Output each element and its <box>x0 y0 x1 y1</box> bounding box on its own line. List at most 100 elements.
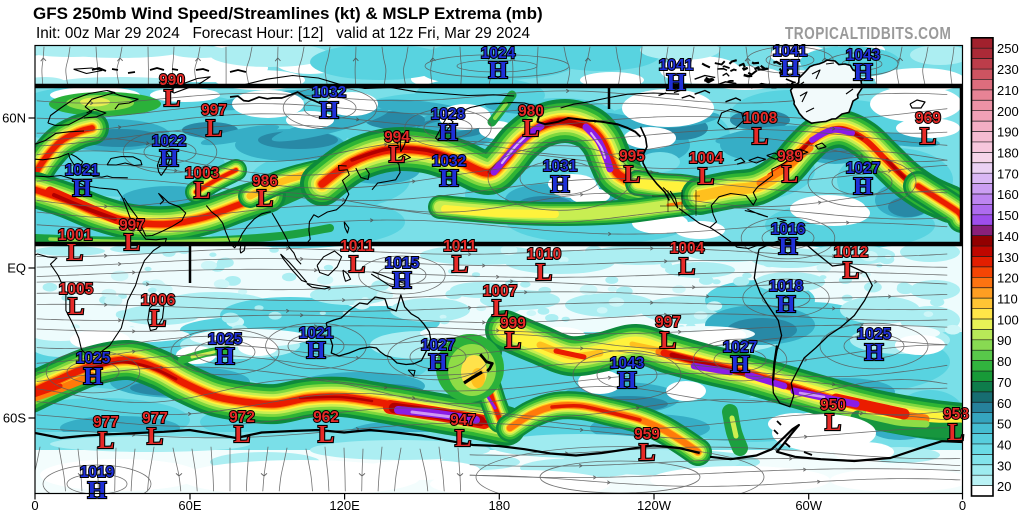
svg-text:H: H <box>780 55 799 82</box>
svg-text:60N: 60N <box>2 111 26 126</box>
svg-text:L: L <box>782 161 798 188</box>
svg-text:969: 969 <box>915 110 941 127</box>
svg-text:L: L <box>660 327 676 354</box>
svg-text:H: H <box>319 97 338 124</box>
svg-text:947: 947 <box>450 412 476 429</box>
svg-text:L: L <box>752 123 768 150</box>
svg-text:230: 230 <box>997 62 1019 77</box>
svg-text:950: 950 <box>820 397 846 414</box>
svg-text:1043: 1043 <box>610 355 645 372</box>
svg-text:L: L <box>825 409 841 436</box>
svg-text:H: H <box>853 173 872 200</box>
svg-text:H: H <box>776 291 795 318</box>
svg-text:995: 995 <box>619 148 645 165</box>
svg-text:70: 70 <box>997 375 1011 390</box>
svg-text:999: 999 <box>500 315 526 332</box>
svg-text:0: 0 <box>959 498 966 512</box>
svg-text:1011: 1011 <box>340 238 374 255</box>
svg-text:L: L <box>492 295 508 322</box>
svg-text:190: 190 <box>997 125 1019 140</box>
svg-text:60E: 60E <box>178 498 201 512</box>
svg-text:L: L <box>150 305 166 332</box>
svg-text:L: L <box>147 423 163 450</box>
svg-text:H: H <box>488 57 507 84</box>
svg-text:1027: 1027 <box>723 339 757 356</box>
svg-text:30: 30 <box>997 458 1011 473</box>
svg-text:H: H <box>215 343 234 370</box>
svg-text:L: L <box>164 85 180 112</box>
svg-text:L: L <box>389 141 405 168</box>
svg-text:EQ: EQ <box>7 261 26 276</box>
svg-text:977: 977 <box>93 414 119 431</box>
svg-text:L: L <box>67 239 83 266</box>
svg-text:1007: 1007 <box>483 283 517 300</box>
svg-text:1024: 1024 <box>481 45 516 62</box>
svg-text:L: L <box>194 177 210 204</box>
svg-text:120W: 120W <box>637 498 672 512</box>
svg-text:90: 90 <box>997 333 1011 348</box>
svg-text:1032: 1032 <box>312 84 346 101</box>
svg-text:H: H <box>428 349 447 376</box>
svg-text:H: H <box>392 267 411 294</box>
svg-text:962: 962 <box>313 409 339 426</box>
svg-text:997: 997 <box>119 217 145 234</box>
svg-text:L: L <box>124 229 140 256</box>
svg-text:L: L <box>843 257 859 284</box>
svg-text:1015: 1015 <box>385 255 420 272</box>
svg-text:180: 180 <box>997 146 1019 161</box>
svg-text:H: H <box>72 175 91 202</box>
svg-text:L: L <box>639 439 655 466</box>
svg-text:1027: 1027 <box>846 160 880 177</box>
svg-text:150: 150 <box>997 208 1019 223</box>
svg-text:H: H <box>853 59 872 86</box>
svg-text:1004: 1004 <box>689 150 724 167</box>
svg-text:1003: 1003 <box>185 165 220 182</box>
svg-text:H: H <box>550 171 569 198</box>
svg-text:60: 60 <box>997 396 1011 411</box>
svg-text:994: 994 <box>384 129 410 146</box>
svg-text:H: H <box>306 337 325 364</box>
svg-text:1010: 1010 <box>527 246 561 263</box>
svg-text:H: H <box>83 363 102 390</box>
svg-text:1006: 1006 <box>141 292 176 309</box>
svg-text:0: 0 <box>31 498 38 512</box>
svg-text:100: 100 <box>997 312 1019 327</box>
svg-text:H: H <box>864 339 883 366</box>
svg-text:L: L <box>257 185 273 212</box>
svg-text:L: L <box>505 327 521 354</box>
svg-text:1032: 1032 <box>432 153 466 170</box>
svg-text:110: 110 <box>997 292 1018 307</box>
svg-text:959: 959 <box>634 426 660 443</box>
svg-text:200: 200 <box>997 104 1019 119</box>
svg-text:972: 972 <box>229 409 255 426</box>
svg-text:120: 120 <box>997 271 1019 286</box>
svg-text:L: L <box>536 259 552 286</box>
svg-text:1001: 1001 <box>58 227 93 244</box>
svg-text:140: 140 <box>997 229 1019 244</box>
svg-text:L: L <box>98 427 114 454</box>
svg-text:1022: 1022 <box>152 133 186 150</box>
svg-text:1025: 1025 <box>857 326 892 343</box>
svg-text:L: L <box>948 419 964 446</box>
svg-text:L: L <box>318 421 334 448</box>
svg-text:980: 980 <box>518 103 544 120</box>
svg-text:L: L <box>68 293 84 320</box>
svg-text:L: L <box>698 163 714 190</box>
svg-text:997: 997 <box>201 102 227 119</box>
svg-text:170: 170 <box>997 166 1019 181</box>
svg-text:L: L <box>349 251 365 278</box>
svg-text:977: 977 <box>142 410 168 427</box>
svg-text:1025: 1025 <box>208 331 243 348</box>
svg-text:1031: 1031 <box>543 158 578 175</box>
svg-text:H: H <box>87 477 106 504</box>
svg-text:1041: 1041 <box>659 57 694 74</box>
svg-text:997: 997 <box>655 314 681 331</box>
svg-text:H: H <box>439 165 458 192</box>
svg-text:H: H <box>666 69 685 96</box>
svg-text:1025: 1025 <box>76 350 111 367</box>
svg-text:989: 989 <box>777 148 803 165</box>
svg-text:120E: 120E <box>329 498 360 512</box>
svg-text:H: H <box>159 145 178 172</box>
svg-text:1004: 1004 <box>670 240 705 257</box>
svg-text:20: 20 <box>997 479 1011 494</box>
